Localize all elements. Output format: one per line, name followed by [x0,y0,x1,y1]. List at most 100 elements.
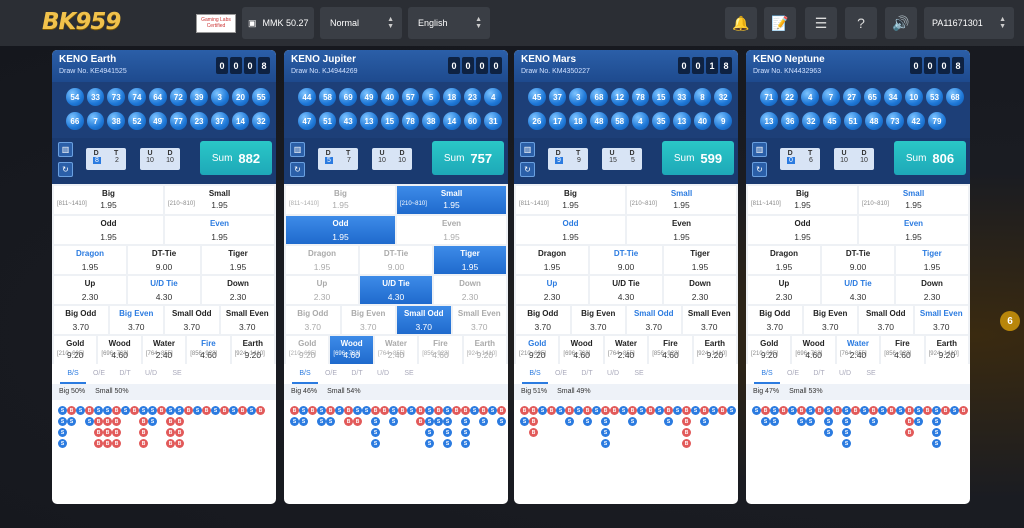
bet-option[interactable]: Small Odd 3.70 [165,306,219,334]
bet-option[interactable]: Fire [856~923] 4.60 [187,336,230,364]
stats-icon[interactable]: ▥ [58,142,73,157]
bet-option[interactable]: Even 1.95 [397,216,506,244]
bet-option[interactable]: Earth [924~1410] 9.20 [231,336,275,364]
sound-icon[interactable]: 🔊 [885,7,917,39]
bet-option[interactable]: Gold [210~695] 9.20 [54,336,97,364]
bet-option[interactable]: Even 1.95 [627,216,736,244]
bet-option[interactable]: Small Even 3.70 [220,306,274,334]
road-tab[interactable]: B/S [522,366,548,384]
bet-option[interactable]: Small Odd 3.70 [859,306,913,334]
road-tab[interactable]: SE [634,370,644,377]
bet-option[interactable]: Even 1.95 [165,216,274,244]
bet-option[interactable]: Big Even 3.70 [803,306,857,334]
bet-option[interactable]: Odd 1.95 [54,216,163,244]
side-notification-badge[interactable]: 6 [1000,311,1020,331]
road-tab[interactable]: O/E [324,370,338,377]
road-tab[interactable]: B/S [60,366,86,384]
bet-option[interactable]: Up 2.30 [286,276,358,304]
road-tab[interactable]: SE [172,370,182,377]
bet-option[interactable]: Fire [856~923] 4.60 [881,336,924,364]
bet-option[interactable]: Small [210~810] 1.95 [627,186,736,214]
bet-option[interactable]: Big [811~1410] 1.95 [748,186,857,214]
bet-option[interactable]: Even 1.95 [859,216,968,244]
help-icon[interactable]: ? [845,7,877,39]
bet-option[interactable]: DT-Tie 9.00 [128,246,200,274]
bet-option[interactable]: Big Even 3.70 [571,306,625,334]
bet-option[interactable]: Big [811~1410] 1.95 [54,186,163,214]
bet-option[interactable]: Small [210~810] 1.95 [397,186,506,214]
bet-option[interactable]: Big Even 3.70 [341,306,395,334]
refresh-icon[interactable]: ↻ [290,162,305,177]
bet-option[interactable]: Big Odd 3.70 [748,306,802,334]
bet-option[interactable]: Earth [924~1410] 9.20 [463,336,507,364]
bet-option[interactable]: Big Even 3.70 [109,306,163,334]
user-menu[interactable]: PA11671301 ▲ ▼ [924,7,1014,39]
bet-option[interactable]: Down 2.30 [202,276,274,304]
bet-option[interactable]: Small Even 3.70 [452,306,506,334]
road-tab[interactable]: U/D [144,370,158,377]
bet-option[interactable]: Big Odd 3.70 [516,306,570,334]
bet-option[interactable]: Up 2.30 [748,276,820,304]
bet-option[interactable]: Dragon 1.95 [286,246,358,274]
bet-option[interactable]: Tiger 1.95 [434,246,506,274]
bet-option[interactable]: Dragon 1.95 [516,246,588,274]
bet-option[interactable]: Wood [696~763] 4.60 [330,336,373,364]
bet-history-icon[interactable]: 📝 [764,7,796,39]
bet-option[interactable]: Wood [696~763] 4.60 [792,336,835,364]
road-tab[interactable]: D/T [581,370,593,377]
bet-option[interactable]: Small Odd 3.70 [397,306,451,334]
bet-option[interactable]: Tiger 1.95 [896,246,968,274]
wallet-balance[interactable]: ▣ MMK 50.27 [242,7,314,39]
road-tab[interactable]: O/E [92,370,106,377]
bet-option[interactable]: U/D Tie 4.30 [360,276,432,304]
road-tab[interactable]: U/D [376,370,390,377]
bet-option[interactable]: Up 2.30 [516,276,588,304]
road-tab[interactable]: D/T [813,370,825,377]
bet-option[interactable]: Tiger 1.95 [202,246,274,274]
bet-option[interactable]: Dragon 1.95 [54,246,126,274]
language-select[interactable]: English ▲ ▼ [408,7,490,39]
bet-option[interactable]: U/D Tie 4.30 [590,276,662,304]
road-tab[interactable]: O/E [786,370,800,377]
road-tab[interactable]: O/E [554,370,568,377]
bet-option[interactable]: Fire [856~923] 4.60 [419,336,462,364]
bet-option[interactable]: Small [210~810] 1.95 [165,186,274,214]
bet-option[interactable]: Tiger 1.95 [664,246,736,274]
stats-icon[interactable]: ▥ [290,142,305,157]
bet-option[interactable]: Wood [696~763] 4.60 [560,336,603,364]
road-tab[interactable]: D/T [119,370,131,377]
road-tab[interactable]: U/D [838,370,852,377]
bet-option[interactable]: Dragon 1.95 [748,246,820,274]
bet-option[interactable]: Water [764~855] 2.40 [142,336,186,364]
refresh-icon[interactable]: ↻ [520,162,535,177]
bet-option[interactable]: Gold [210~695] 9.20 [286,336,329,364]
bet-option[interactable]: Water [764~855] 2.40 [604,336,648,364]
bet-option[interactable]: Big [811~1410] 1.95 [516,186,625,214]
bet-option[interactable]: Earth [924~1410] 9.20 [925,336,969,364]
bet-option[interactable]: Gold [210~695] 9.20 [516,336,559,364]
bet-option[interactable]: U/D Tie 4.30 [822,276,894,304]
bet-option[interactable]: Fire [856~923] 4.60 [649,336,692,364]
bet-option[interactable]: Small [210~810] 1.95 [859,186,968,214]
road-tab[interactable]: D/T [351,370,363,377]
bet-option[interactable]: Water [764~855] 2.40 [374,336,418,364]
bet-option[interactable]: DT-Tie 9.00 [360,246,432,274]
bet-option[interactable]: Down 2.30 [434,276,506,304]
road-tab[interactable]: B/S [754,366,780,384]
road-tab[interactable]: B/S [292,366,318,384]
bet-option[interactable]: Down 2.30 [896,276,968,304]
bet-option[interactable]: Down 2.30 [664,276,736,304]
bet-option[interactable]: Wood [696~763] 4.60 [98,336,141,364]
bet-option[interactable]: Gold [210~695] 9.20 [748,336,791,364]
bet-option[interactable]: Up 2.30 [54,276,126,304]
bet-option[interactable]: Big [811~1410] 1.95 [286,186,395,214]
bet-option[interactable]: Odd 1.95 [516,216,625,244]
stats-icon[interactable]: ▥ [752,142,767,157]
bet-option[interactable]: DT-Tie 9.00 [822,246,894,274]
bet-option[interactable]: Small Even 3.70 [682,306,736,334]
road-tab[interactable]: SE [404,370,414,377]
refresh-icon[interactable]: ↻ [752,162,767,177]
refresh-icon[interactable]: ↻ [58,162,73,177]
settings-sliders-icon[interactable]: ☰ [805,7,837,39]
bet-option[interactable]: Earth [924~1410] 9.20 [693,336,737,364]
